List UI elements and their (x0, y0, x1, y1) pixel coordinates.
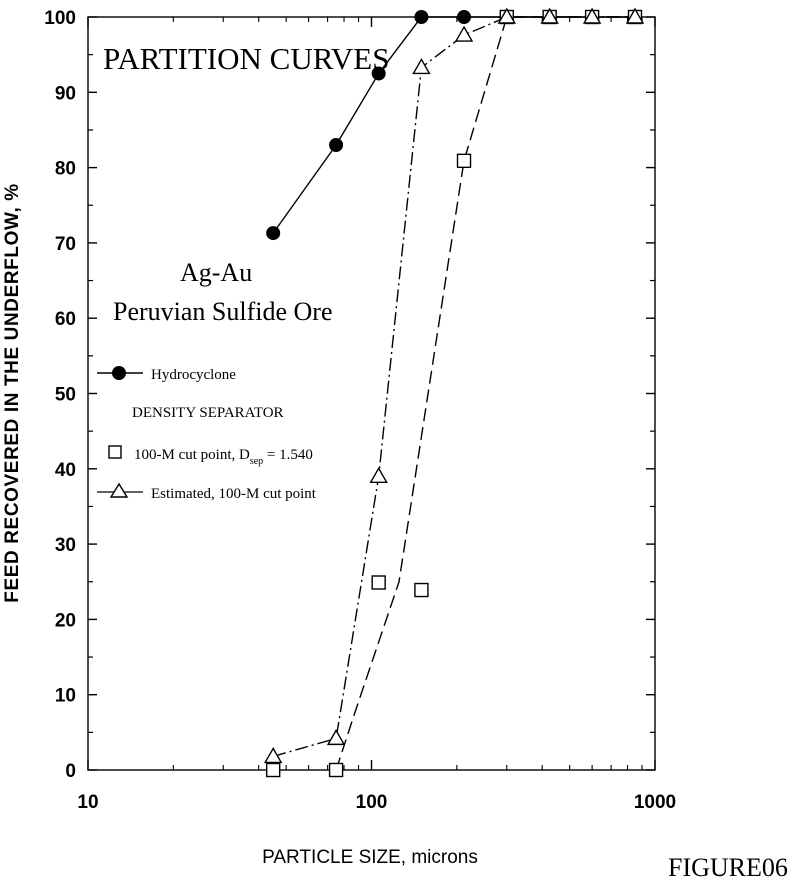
legend-header: DENSITY SEPARATOR (132, 405, 284, 421)
x-tick-label: 10 (77, 792, 98, 813)
data-point-estimated (625, 7, 645, 24)
data-point-hydrocyclone (371, 66, 386, 81)
annotation-line-1: Ag-Au (180, 258, 252, 287)
y-tick-label: 40 (55, 460, 76, 481)
legend-label-100m-name: 100-M cut point, D (134, 447, 250, 463)
legend-label-100m-suffix: = 1.540 (263, 447, 313, 463)
data-point-100m-cut-point (265, 762, 281, 778)
y-tick-label: 80 (55, 159, 76, 180)
y-tick-label: 0 (65, 761, 76, 782)
series-line-2 (335, 16, 635, 771)
data-point-100m-cut-point (328, 762, 344, 778)
y-tick-label: 100 (44, 8, 76, 29)
data-point-hydrocyclone (414, 10, 429, 24)
x-axis-title: PARTICLE SIZE, microns (262, 847, 478, 868)
data-point-estimated (497, 7, 516, 24)
legend-marker-hydrocyclone (112, 366, 126, 380)
data-point-estimated (326, 728, 346, 746)
data-point-100m-cut-point (456, 153, 472, 169)
data-point-hydrocyclone (266, 226, 281, 241)
data-point-estimated (582, 7, 602, 24)
data-point-estimated (540, 7, 559, 24)
legend-label-estimated: Estimated, 100-M cut point (151, 486, 317, 502)
chart-title: PARTITION CURVES (103, 41, 389, 76)
legend: Hydrocyclone DENSITY SEPARATOR 100-M cut… (97, 366, 317, 502)
y-tick-label: 20 (55, 610, 76, 631)
data-point-estimated (412, 58, 431, 75)
legend-label-100m-subscript: sep (250, 456, 263, 467)
y-tick-label: 50 (55, 385, 76, 406)
plot-area (87, 16, 656, 771)
y-tick-label: 60 (55, 309, 76, 330)
data-point-100m-cut-point (371, 575, 386, 590)
data-point-100m-cut-point (414, 582, 429, 598)
y-tick-label: 10 (55, 686, 76, 707)
y-tick-label: 70 (55, 234, 76, 255)
series-line-3 (273, 16, 635, 758)
y-tick-label: 90 (55, 83, 76, 104)
x-tick-label: 100 (356, 792, 388, 813)
annotation-line-2: Peruvian Sulfide Ore (113, 297, 333, 326)
data-point-estimated (454, 25, 474, 42)
legend-marker-estimated (109, 482, 129, 498)
data-point-estimated (263, 747, 283, 764)
y-axis-title: FEED RECOVERED IN THE UNDERFLOW, % (2, 183, 23, 602)
legend-label-100m-cut-point: 100-M cut point, Dsep = 1.540 (134, 447, 313, 467)
data-point-hydrocyclone (457, 10, 472, 24)
y-tick-label: 30 (55, 535, 76, 556)
data-point-estimated (369, 466, 388, 484)
data-point-hydrocyclone (329, 138, 344, 153)
legend-label-hydrocyclone: Hydrocyclone (151, 367, 236, 383)
figure-label: FIGURE06 (668, 853, 788, 882)
x-tick-label: 1000 (634, 792, 676, 813)
series-layer (263, 7, 645, 778)
plot-frame (87, 16, 656, 771)
legend-marker-100m-cut-point (108, 445, 122, 459)
